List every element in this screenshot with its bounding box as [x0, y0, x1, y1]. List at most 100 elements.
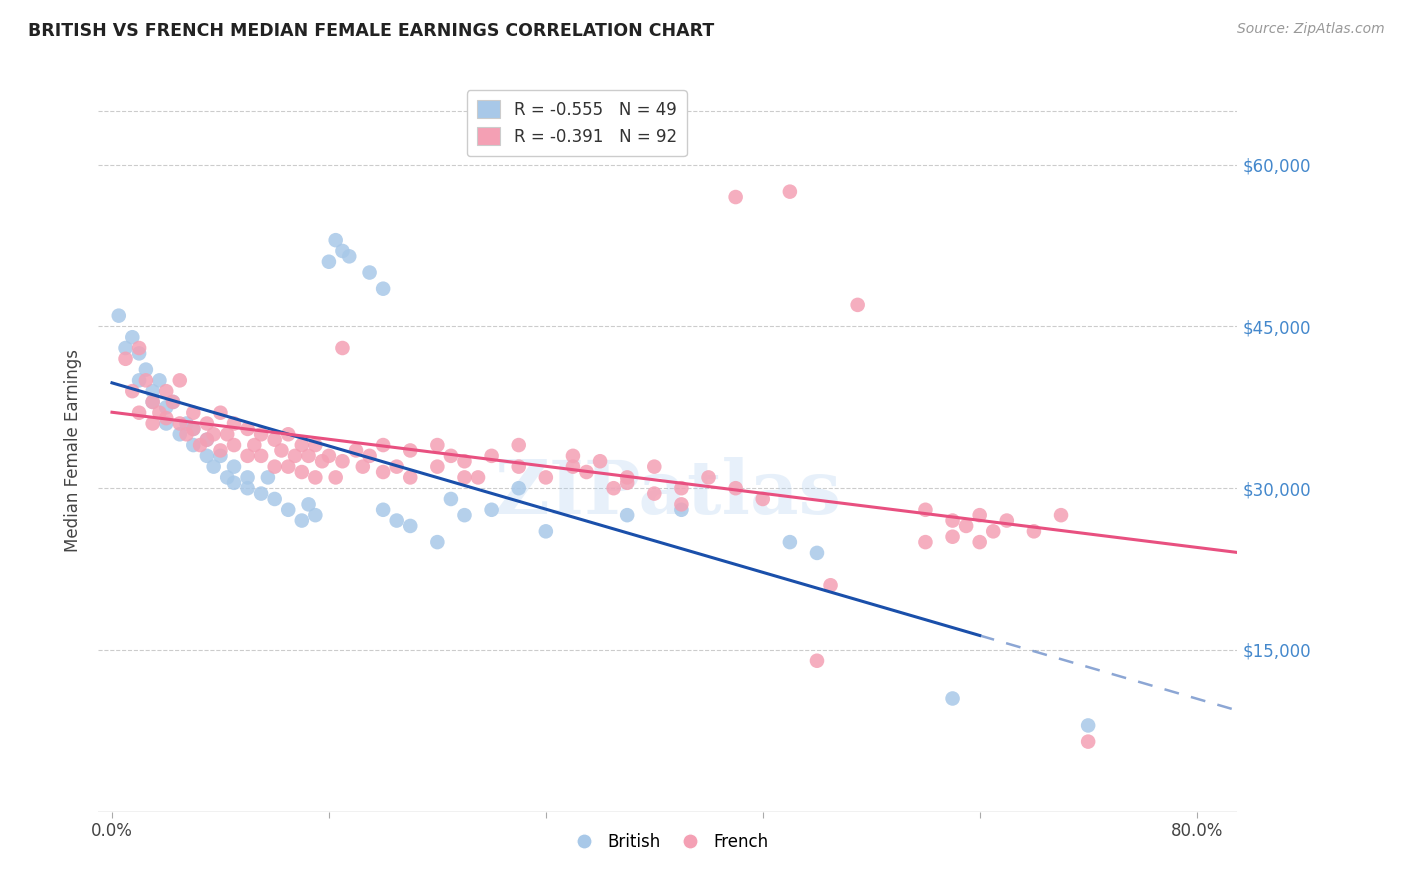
Point: [148, 406, 170, 420]
Point: [399, 470, 422, 484]
Point: [914, 535, 936, 549]
Point: [616, 475, 638, 490]
Point: [284, 449, 307, 463]
Point: [359, 266, 381, 280]
Point: [318, 449, 340, 463]
Point: [304, 470, 326, 484]
Point: [155, 411, 177, 425]
Point: [121, 330, 143, 344]
Point: [846, 298, 869, 312]
Point: [332, 454, 354, 468]
Point: [250, 449, 273, 463]
Point: [359, 449, 381, 463]
Point: [209, 443, 232, 458]
Point: [202, 459, 225, 474]
Point: [222, 438, 245, 452]
Point: [508, 459, 530, 474]
Point: [806, 546, 828, 560]
Point: [128, 341, 150, 355]
Point: [481, 449, 503, 463]
Point: [508, 481, 530, 495]
Point: [616, 508, 638, 523]
Point: [508, 438, 530, 452]
Point: [217, 470, 239, 484]
Point: [589, 454, 612, 468]
Point: [169, 427, 191, 442]
Point: [114, 351, 136, 366]
Point: [453, 470, 475, 484]
Text: BRITISH VS FRENCH MEDIAN FEMALE EARNINGS CORRELATION CHART: BRITISH VS FRENCH MEDIAN FEMALE EARNINGS…: [28, 22, 714, 40]
Point: [107, 309, 129, 323]
Point: [440, 491, 463, 506]
Point: [969, 535, 991, 549]
Point: [195, 449, 218, 463]
Point: [534, 524, 557, 539]
Point: [128, 346, 150, 360]
Point: [222, 459, 245, 474]
Point: [562, 459, 585, 474]
Point: [453, 454, 475, 468]
Point: [337, 249, 360, 263]
Point: [1022, 524, 1045, 539]
Point: [440, 449, 463, 463]
Point: [291, 438, 314, 452]
Point: [942, 514, 965, 528]
Point: [236, 449, 259, 463]
Point: [209, 406, 232, 420]
Point: [426, 535, 449, 549]
Point: [643, 459, 665, 474]
Point: [114, 341, 136, 355]
Point: [257, 470, 280, 484]
Y-axis label: Median Female Earnings: Median Female Earnings: [65, 349, 83, 552]
Point: [128, 373, 150, 387]
Point: [942, 691, 965, 706]
Point: [263, 433, 285, 447]
Point: [222, 417, 245, 431]
Point: [142, 395, 165, 409]
Point: [304, 508, 326, 523]
Point: [311, 454, 333, 468]
Point: [121, 384, 143, 399]
Point: [155, 384, 177, 399]
Point: [371, 438, 394, 452]
Point: [128, 406, 150, 420]
Point: [270, 443, 292, 458]
Point: [304, 438, 326, 452]
Point: [155, 417, 177, 431]
Point: [217, 427, 239, 442]
Point: [562, 449, 585, 463]
Point: [209, 449, 232, 463]
Point: [297, 497, 319, 511]
Point: [325, 470, 347, 484]
Point: [453, 508, 475, 523]
Point: [222, 475, 245, 490]
Point: [243, 438, 266, 452]
Point: [426, 459, 449, 474]
Point: [969, 508, 991, 523]
Point: [202, 427, 225, 442]
Point: [135, 373, 157, 387]
Point: [169, 417, 191, 431]
Point: [188, 438, 211, 452]
Point: [752, 491, 775, 506]
Point: [250, 486, 273, 500]
Point: [236, 481, 259, 495]
Point: [183, 422, 205, 436]
Text: Source: ZipAtlas.com: Source: ZipAtlas.com: [1237, 22, 1385, 37]
Point: [643, 486, 665, 500]
Point: [344, 443, 367, 458]
Point: [277, 502, 299, 516]
Point: [955, 519, 977, 533]
Point: [671, 502, 693, 516]
Point: [332, 341, 354, 355]
Point: [481, 502, 503, 516]
Point: [277, 459, 299, 474]
Point: [981, 524, 1004, 539]
Point: [142, 417, 165, 431]
Point: [263, 491, 285, 506]
Point: [697, 470, 720, 484]
Point: [297, 449, 319, 463]
Point: [318, 254, 340, 268]
Point: [914, 502, 936, 516]
Point: [291, 465, 314, 479]
